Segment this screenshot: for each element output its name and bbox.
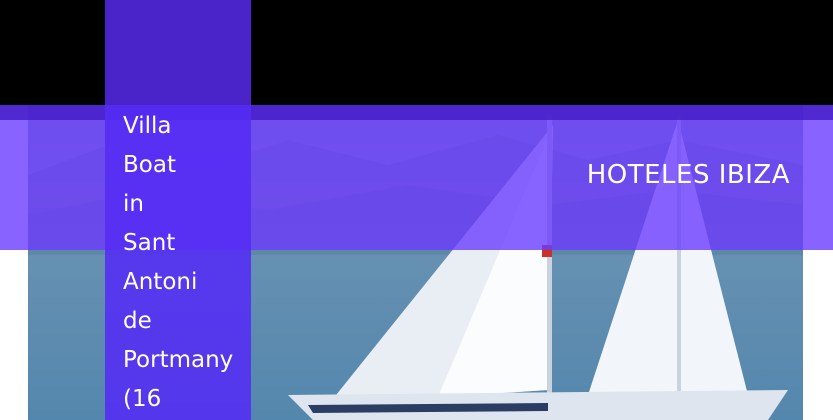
hotel-title: Villa Boat in Sant Antoni de Portmany (1… [123,113,234,412]
title-panel-top [105,0,251,105]
site-brand-link[interactable]: HOTELES IBIZA [586,160,790,190]
